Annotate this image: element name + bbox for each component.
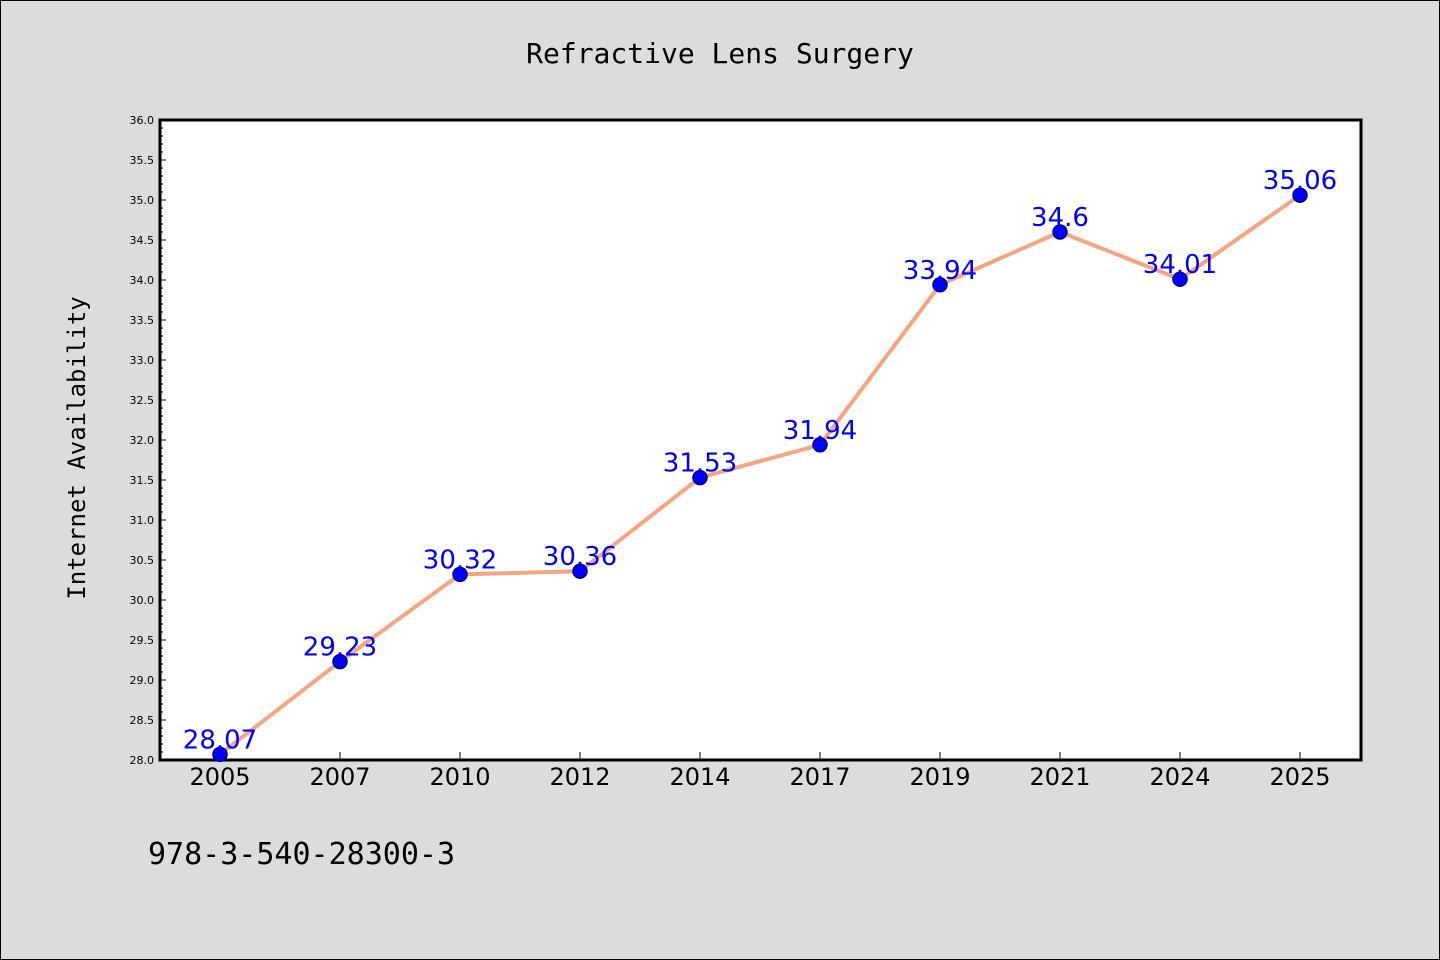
- data-point: [1292, 187, 1308, 203]
- data-label: 31.53: [663, 449, 737, 479]
- data-label: 28.07: [183, 725, 257, 755]
- y-tick-label: 31.0: [130, 514, 155, 527]
- x-tick-label: 2012: [549, 763, 610, 791]
- data-label: 34.01: [1143, 250, 1217, 280]
- y-tick-label: 32.0: [130, 434, 155, 447]
- x-tick-label: 2021: [1029, 763, 1090, 791]
- data-label: 29.23: [303, 633, 377, 663]
- data-point: [1052, 224, 1068, 240]
- y-tick-label: 35.0: [130, 194, 155, 207]
- data-point: [1172, 271, 1188, 287]
- data-label: 31.94: [783, 416, 857, 446]
- y-tick-label: 28.0: [130, 754, 155, 767]
- plot-area: [158, 118, 1363, 762]
- x-axis-ticks: 2005 2007 2010 2012 2014 2017 2019 2021 2024 2025: [189, 752, 1331, 791]
- y-tick-label: 34.5: [130, 234, 155, 247]
- x-tick-label: 2025: [1269, 763, 1330, 791]
- data-label: 33.94: [903, 256, 977, 286]
- data-point: [212, 746, 228, 763]
- data-label: 35.06: [1263, 166, 1337, 196]
- data-point: [572, 563, 588, 579]
- x-tick-label: 2017: [789, 763, 850, 791]
- x-tick-label: 2014: [669, 763, 730, 791]
- y-tick-label: 32.5: [130, 394, 155, 407]
- y-tick-label: 36.0: [130, 114, 155, 127]
- x-tick-label: 2019: [909, 763, 970, 791]
- y-tick-label: 31.5: [130, 474, 155, 487]
- data-labels: 28.07 29.23 30.32 30.36 31.53 31.94 33.94 34.6 3…: [183, 166, 1337, 755]
- data-markers: [212, 187, 1308, 763]
- x-tick-label: 2007: [309, 763, 370, 791]
- data-point: [812, 437, 828, 453]
- x-tick-label: 2010: [429, 763, 490, 791]
- y-tick-label: 28.5: [130, 714, 155, 727]
- y-tick-label: 33.0: [130, 354, 155, 367]
- x-tick-label: 2024: [1149, 763, 1210, 791]
- x-tick-label: 2005: [189, 763, 250, 791]
- y-tick-label: 35.5: [130, 154, 155, 167]
- series-line-group: [218, 193, 1302, 757]
- y-tick-label: 34.0: [130, 274, 155, 287]
- y-tick-label: 29.5: [130, 634, 155, 647]
- y-axis-label: Internet Availability: [63, 296, 91, 599]
- data-label: 30.32: [423, 545, 497, 575]
- y-axis-ticks: 28.0 28.5 29.0 29.5 30.0 30.5 31.0 31.5 32.0 32.5…: [130, 114, 166, 767]
- isbn-text: 978-3-540-28300-3: [148, 837, 455, 872]
- y-tick-label: 30.0: [130, 594, 155, 607]
- y-tick-label: 30.5: [130, 554, 155, 567]
- data-point: [692, 469, 708, 486]
- data-point: [452, 566, 468, 583]
- data-label: 34.6: [1031, 203, 1089, 233]
- series-line: [218, 193, 1302, 757]
- chart-title: Refractive Lens Surgery: [526, 37, 914, 70]
- data-label: 30.36: [543, 542, 617, 572]
- y-tick-label: 33.5: [130, 314, 155, 327]
- data-point: [932, 277, 948, 293]
- y-tick-label: 29.0: [130, 674, 155, 687]
- data-point: [332, 653, 348, 670]
